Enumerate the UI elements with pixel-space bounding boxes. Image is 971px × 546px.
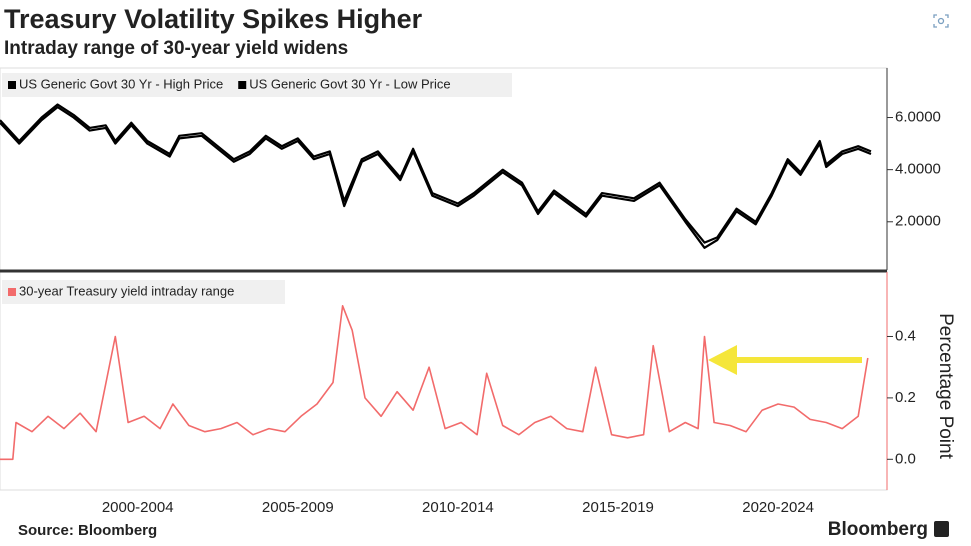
annotation-arrow xyxy=(708,345,862,375)
y-tick-label: 0.4 xyxy=(895,327,916,344)
x-tick-label: 2000-2004 xyxy=(102,499,174,516)
legend-swatch xyxy=(8,81,16,89)
y-tick-label: 0.0 xyxy=(895,450,916,467)
legend-swatch xyxy=(238,81,247,89)
series-line xyxy=(0,105,872,249)
x-tick-label: 2005-2009 xyxy=(262,499,334,516)
x-tick-label: 2020-2024 xyxy=(742,499,814,516)
source: Source: Bloomberg xyxy=(18,522,157,539)
chart-title: Treasury Volatility Spikes Higher xyxy=(4,4,423,34)
y-tick-label: 6.0000 xyxy=(895,108,941,125)
legend-swatch xyxy=(8,288,16,296)
y-tick-label: 0.2 xyxy=(895,389,916,406)
brand-icon xyxy=(934,521,949,537)
chart-subtitle: Intraday range of 30-year yield widens xyxy=(4,38,348,59)
expand-icon[interactable] xyxy=(933,14,949,28)
x-tick-label: 2015-2019 xyxy=(582,499,654,516)
legend-label: US Generic Govt 30 Yr - High Price xyxy=(19,76,223,91)
series-line xyxy=(0,304,869,461)
y-tick-label: 4.0000 xyxy=(895,161,941,178)
y-axis-label: Percentage Point xyxy=(935,313,956,459)
legend-background xyxy=(2,73,512,97)
legend-label: US Generic Govt 30 Yr - Low Price xyxy=(249,76,450,91)
legend-label: 30-year Treasury yield intraday range xyxy=(19,283,234,298)
y-tick-label: 2.0000 xyxy=(895,213,941,230)
x-tick-label: 2010-2014 xyxy=(422,499,494,516)
legend-background xyxy=(2,280,285,304)
brand: Bloomberg xyxy=(828,519,928,540)
